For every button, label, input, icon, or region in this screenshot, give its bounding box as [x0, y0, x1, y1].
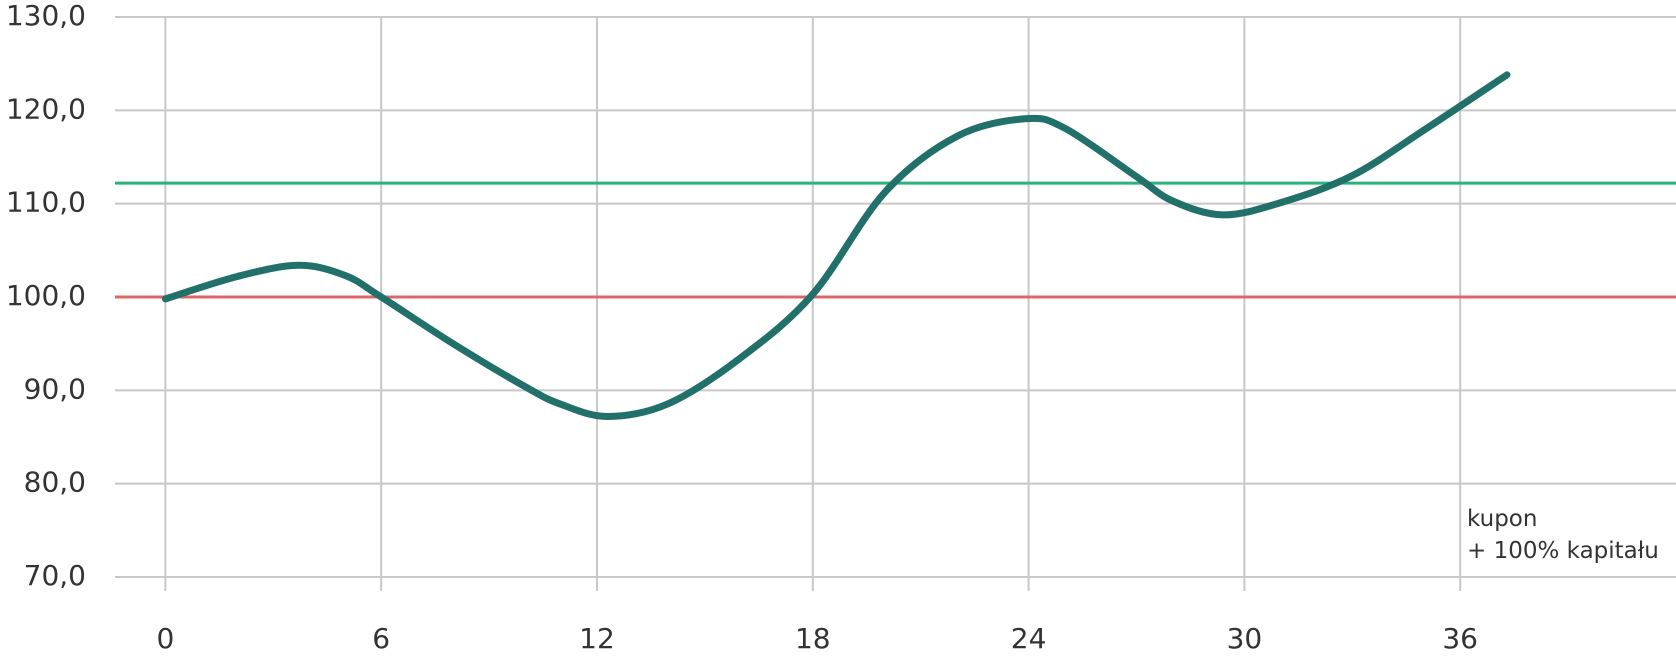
x-tick-label: 18: [795, 622, 831, 655]
y-tick-label: 110,0: [6, 186, 86, 219]
y-tick-label: 90,0: [24, 372, 86, 405]
y-tick-label: 130,0: [6, 0, 86, 32]
x-tick-label: 0: [156, 622, 174, 655]
y-tick-label: 70,0: [24, 559, 86, 592]
y-tick-label: 120,0: [6, 92, 86, 125]
x-tick-label: 6: [372, 622, 390, 655]
y-tick-label: 100,0: [6, 279, 86, 312]
annotation: + 100% kapitału: [1467, 538, 1659, 564]
x-tick-label: 12: [579, 622, 615, 655]
x-tick-label: 30: [1227, 622, 1263, 655]
x-tick-label: 24: [1011, 622, 1047, 655]
data-line: [161, 71, 1511, 420]
x-tick-label: 36: [1442, 622, 1478, 655]
annotation: kupon: [1467, 506, 1537, 532]
y-tick-label: 80,0: [24, 466, 86, 499]
